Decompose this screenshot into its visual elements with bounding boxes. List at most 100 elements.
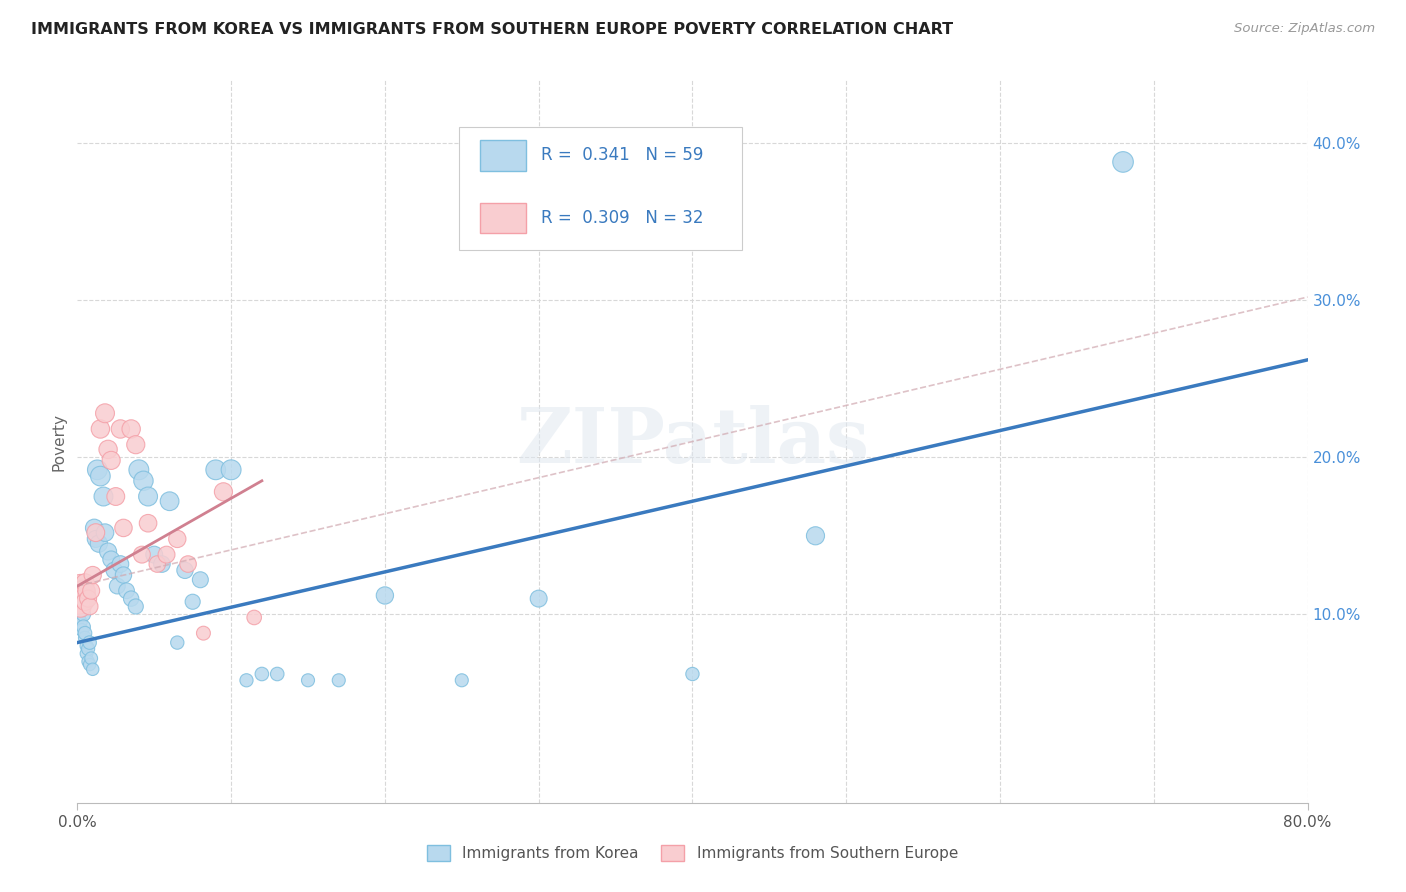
Point [72, 620, 94, 634]
Point [166, 635, 188, 649]
Point [131, 548, 153, 562]
Point [83, 521, 105, 535]
Point [146, 557, 169, 571]
Point [86, 463, 108, 477]
Point [73, 575, 96, 590]
Point [72, 591, 94, 606]
Point [79, 635, 101, 649]
Point [67, 610, 90, 624]
Point [76, 639, 98, 653]
Point [79, 599, 101, 614]
Point [450, 673, 472, 688]
Point [72, 607, 94, 622]
Point [82, 568, 104, 582]
Point [219, 463, 242, 477]
Point [266, 667, 288, 681]
Point [79, 657, 101, 672]
Point [82, 662, 104, 676]
Text: IMMIGRANTS FROM KOREA VS IMMIGRANTS FROM SOUTHERN EUROPE POVERTY CORRELATION CHA: IMMIGRANTS FROM KOREA VS IMMIGRANTS FROM… [31, 22, 953, 37]
FancyBboxPatch shape [479, 140, 526, 170]
Point [69, 615, 91, 630]
Point [105, 579, 128, 593]
Point [166, 532, 188, 546]
Point [77, 641, 100, 656]
Point [67, 589, 90, 603]
Point [120, 591, 142, 606]
Point [100, 552, 122, 566]
Point [177, 557, 200, 571]
Point [73, 595, 96, 609]
Point [188, 573, 212, 587]
Text: R =  0.309   N = 32: R = 0.309 N = 32 [541, 210, 703, 227]
Point [80, 651, 103, 665]
Point [110, 557, 132, 571]
Point [112, 568, 135, 582]
Point [73, 626, 96, 640]
Point [94, 525, 117, 540]
Point [1112, 155, 1135, 169]
Point [181, 595, 204, 609]
Point [67, 599, 90, 614]
FancyBboxPatch shape [458, 128, 742, 250]
Point [77, 591, 100, 606]
Point [212, 484, 235, 499]
Point [804, 529, 827, 543]
Text: R =  0.341   N = 59: R = 0.341 N = 59 [541, 146, 703, 164]
Point [97, 544, 120, 558]
Point [193, 626, 215, 640]
Point [115, 583, 138, 598]
Point [243, 610, 266, 624]
Point [204, 463, 226, 477]
Point [67, 591, 90, 606]
Point [94, 406, 117, 420]
Point [73, 631, 96, 645]
Point [110, 422, 132, 436]
Point [70, 589, 93, 603]
Point [136, 490, 159, 504]
Point [159, 494, 181, 508]
Point [97, 442, 120, 457]
Point [93, 490, 115, 504]
Point [80, 583, 103, 598]
Point [69, 583, 91, 598]
Point [84, 532, 107, 546]
Point [150, 557, 173, 571]
Point [104, 490, 127, 504]
Point [89, 422, 111, 436]
Point [103, 563, 125, 577]
Point [682, 667, 704, 681]
Point [84, 525, 107, 540]
Point [120, 422, 142, 436]
Point [125, 599, 148, 614]
Point [374, 589, 396, 603]
Point [132, 474, 155, 488]
Point [89, 469, 111, 483]
Y-axis label: Poverty: Poverty [51, 412, 66, 471]
Point [87, 536, 110, 550]
Point [128, 463, 150, 477]
Point [70, 583, 93, 598]
Point [328, 673, 350, 688]
Point [67, 595, 90, 609]
Point [69, 595, 91, 609]
Point [76, 647, 98, 661]
Point [69, 579, 91, 593]
Point [70, 623, 93, 637]
Point [77, 655, 100, 669]
Point [69, 599, 91, 614]
Point [100, 453, 122, 467]
Point [297, 673, 319, 688]
Point [76, 583, 98, 598]
Point [125, 438, 148, 452]
Point [112, 521, 135, 535]
Point [235, 673, 257, 688]
Point [143, 548, 166, 562]
Point [250, 667, 273, 681]
Text: ZIPatlas: ZIPatlas [516, 405, 869, 478]
Point [155, 548, 177, 562]
Legend: Immigrants from Korea, Immigrants from Southern Europe: Immigrants from Korea, Immigrants from S… [420, 839, 965, 867]
Text: Source: ZipAtlas.com: Source: ZipAtlas.com [1234, 22, 1375, 36]
Point [527, 591, 550, 606]
Point [136, 516, 159, 531]
FancyBboxPatch shape [479, 203, 526, 234]
